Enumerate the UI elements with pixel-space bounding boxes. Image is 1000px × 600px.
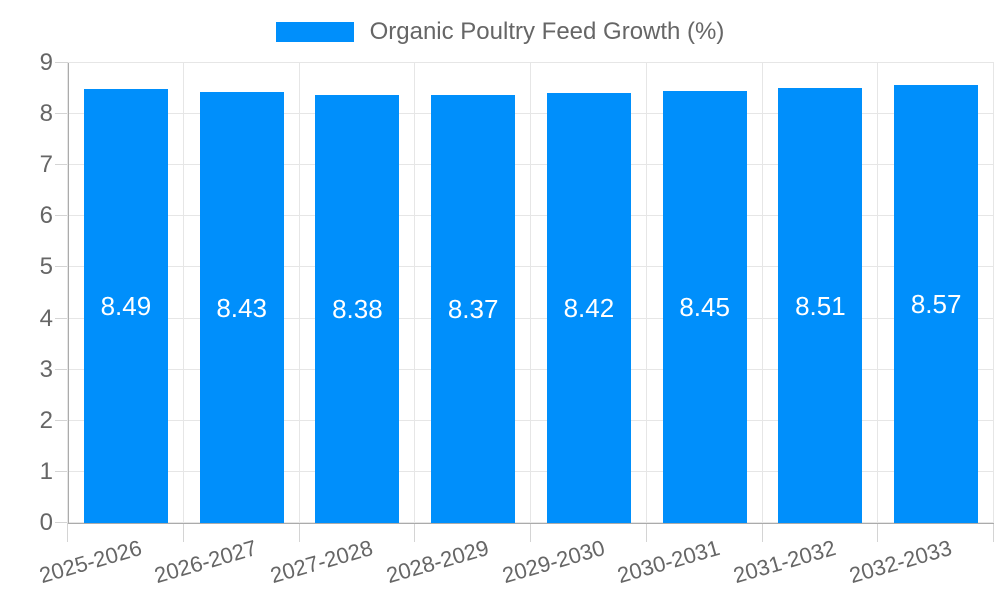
x-axis-category-label: 2027-2028	[267, 535, 376, 589]
x-gridline	[877, 63, 879, 523]
x-axis-category-label: 2028-2029	[383, 535, 492, 589]
y-tick-mark	[55, 368, 68, 370]
y-tick-mark	[55, 419, 68, 421]
y-gridline	[68, 522, 994, 523]
y-gridline	[68, 470, 994, 472]
x-gridline	[182, 63, 184, 523]
x-tick-mark	[877, 523, 879, 542]
x-tick-mark	[298, 523, 300, 542]
y-axis-tick-label: 2	[39, 406, 53, 434]
bar-2032-2033[interactable]	[894, 84, 979, 523]
x-tick-mark	[993, 523, 994, 542]
bar-2030-2031[interactable]	[662, 91, 747, 523]
x-axis-line	[68, 523, 994, 524]
y-gridline	[68, 419, 994, 421]
bar-value-label: 8.43	[216, 292, 267, 323]
legend[interactable]: Organic Poultry Feed Growth (%)	[0, 19, 1000, 45]
y-axis-line	[68, 63, 69, 523]
y-gridline	[68, 368, 994, 370]
bar-2028-2029[interactable]	[431, 95, 516, 523]
y-axis-tick-label: 6	[39, 202, 53, 230]
bar-2029-2030[interactable]	[546, 92, 631, 523]
y-axis-tick-label: 5	[39, 253, 53, 281]
y-tick-mark	[55, 470, 68, 472]
x-gridline	[298, 63, 300, 523]
y-tick-mark	[55, 113, 68, 115]
y-tick-mark	[55, 62, 68, 63]
bar-value-label: 8.37	[447, 294, 499, 325]
bar-2025-2026[interactable]	[83, 89, 168, 523]
y-tick-mark	[55, 164, 68, 166]
bar-value-label: 8.38	[332, 293, 383, 324]
x-tick-mark	[761, 523, 763, 542]
x-gridline	[530, 63, 531, 523]
y-tick-mark	[55, 522, 68, 523]
x-axis-category-label: 2025-2026	[36, 535, 145, 589]
x-gridline	[993, 63, 994, 523]
y-gridline	[68, 215, 994, 217]
x-tick-mark	[182, 523, 184, 542]
x-gridline	[67, 63, 68, 523]
y-tick-mark	[55, 215, 68, 217]
y-axis-tick-label: 0	[39, 509, 53, 536]
bar-2026-2027[interactable]	[199, 92, 284, 523]
legend-swatch-icon[interactable]	[275, 22, 354, 42]
y-axis-tick-label: 4	[39, 304, 53, 332]
x-axis-category-label: 2031-2032	[730, 535, 839, 589]
y-axis-tick-label: 3	[39, 355, 53, 383]
x-tick-mark	[645, 523, 647, 542]
bar-value-label: 8.45	[679, 292, 730, 323]
bar-2027-2028[interactable]	[315, 94, 400, 523]
y-tick-mark	[55, 317, 68, 319]
y-axis-tick-label: 8	[39, 100, 53, 128]
x-tick-mark	[530, 523, 531, 542]
x-axis-category-label: 2032-2033	[846, 535, 955, 589]
y-gridline	[68, 113, 994, 115]
x-gridline	[645, 63, 647, 523]
x-gridline	[761, 63, 763, 523]
y-gridline	[68, 62, 994, 63]
bar-value-label: 8.57	[910, 288, 962, 319]
y-axis-tick-label: 7	[39, 151, 53, 179]
y-axis-tick-label: 9	[39, 49, 53, 76]
x-gridline	[414, 63, 416, 523]
bar-value-label: 8.49	[100, 291, 152, 322]
x-axis-category-label: 2026-2027	[151, 535, 260, 589]
y-tick-mark	[55, 266, 68, 268]
bar-2031-2032[interactable]	[778, 88, 863, 523]
y-gridline	[68, 266, 994, 268]
x-axis-category-label: 2030-2031	[614, 535, 723, 589]
bar-value-label: 8.42	[563, 292, 615, 323]
y-axis-tick-label: 1	[39, 457, 53, 485]
x-tick-mark	[67, 523, 68, 542]
legend-label: Organic Poultry Feed Growth (%)	[369, 18, 725, 45]
y-gridline	[68, 317, 994, 319]
x-tick-mark	[414, 523, 416, 542]
y-gridline	[68, 164, 994, 166]
x-axis-category-label: 2029-2030	[499, 535, 608, 589]
bar-value-label: 8.51	[795, 290, 846, 321]
